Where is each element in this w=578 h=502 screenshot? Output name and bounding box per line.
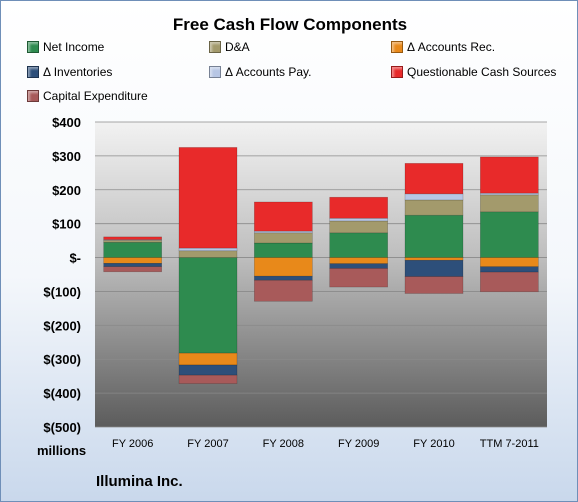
legend-swatch bbox=[391, 40, 403, 53]
stacked-bar-chart: $400 $300 $200 $100 $- $(100) $(200) $(300) $(40… bbox=[43, 115, 547, 450]
legend-item-questionable-cash: Questionable Cash Sources bbox=[391, 64, 556, 80]
legend-label: Δ Inventories bbox=[43, 64, 113, 79]
units-label: millions bbox=[37, 443, 87, 458]
bar-segment bbox=[480, 271, 539, 293]
company-label: Illumina Inc. bbox=[96, 473, 183, 490]
y-tick-label: $300 bbox=[52, 149, 81, 164]
bar-segment bbox=[329, 232, 388, 258]
legend-swatch bbox=[391, 65, 403, 78]
bar-segment bbox=[404, 163, 464, 195]
legend-item-net-income: Net Income bbox=[27, 39, 104, 55]
y-tick-label: $(300) bbox=[43, 352, 81, 367]
bar-segment bbox=[404, 259, 464, 277]
bar-segment bbox=[254, 279, 313, 302]
bar-segment bbox=[480, 266, 539, 273]
x-tick-label: FY 2006 bbox=[112, 438, 153, 450]
bar-segment bbox=[103, 239, 162, 243]
bar-segment bbox=[178, 352, 238, 366]
bar-segment bbox=[103, 239, 162, 241]
y-tick-label: $(100) bbox=[43, 284, 81, 299]
bar-segment bbox=[254, 257, 313, 277]
legend-item-capex: Capital Expenditure bbox=[27, 88, 148, 104]
bar-segment bbox=[329, 196, 388, 219]
y-tick-label: $400 bbox=[52, 115, 81, 130]
bar-segment bbox=[404, 193, 464, 201]
bar-segment bbox=[103, 263, 162, 268]
gridlines bbox=[95, 121, 547, 428]
bar-segment bbox=[404, 276, 464, 294]
legend-swatch bbox=[209, 65, 221, 78]
bar-segment bbox=[254, 242, 313, 258]
x-tick-label: TTM 7-2011 bbox=[480, 438, 539, 450]
bar-segment bbox=[178, 257, 238, 354]
legend-item-inventories: Δ Inventories bbox=[27, 64, 112, 80]
y-tick-label: $(500) bbox=[43, 420, 81, 435]
bar-segment bbox=[103, 242, 162, 258]
legend-item-da: D&A bbox=[209, 39, 250, 55]
legend-item-accounts-rec: Δ Accounts Rec. bbox=[391, 39, 495, 55]
bar-segment bbox=[480, 211, 539, 258]
y-tick-label: $100 bbox=[52, 217, 81, 232]
legend-label: Capital Expenditure bbox=[43, 88, 148, 103]
legend-label: Net Income bbox=[43, 39, 105, 54]
bar-segment bbox=[178, 374, 238, 384]
bar-segment bbox=[480, 156, 539, 194]
bar-segment bbox=[329, 268, 388, 288]
bar-segment bbox=[404, 257, 464, 261]
bar-segment bbox=[480, 257, 539, 268]
bar-segment bbox=[103, 236, 162, 240]
bar-segment bbox=[254, 232, 313, 244]
legend-swatch bbox=[27, 89, 39, 102]
x-tick-label: FY 2010 bbox=[413, 438, 454, 450]
legend-item-accounts-pay: Δ Accounts Pay. bbox=[209, 64, 312, 80]
legend-label: Δ Accounts Pay. bbox=[225, 64, 312, 79]
bar-segment bbox=[329, 263, 388, 269]
bar-segment bbox=[480, 194, 539, 213]
y-tick-label: $(200) bbox=[43, 318, 81, 333]
y-axis-ticks: $400 $300 $200 $100 $- $(100) $(200) $(300) $(40… bbox=[43, 115, 81, 435]
bar-segment bbox=[178, 247, 238, 252]
bar-segment bbox=[103, 266, 162, 273]
bar-segment bbox=[178, 250, 238, 258]
bar-segment bbox=[178, 147, 238, 249]
plot-area bbox=[95, 122, 547, 427]
legend-swatch bbox=[27, 65, 39, 78]
bars bbox=[103, 147, 539, 384]
bar-segment bbox=[329, 217, 388, 222]
y-tick-label: $(400) bbox=[43, 386, 81, 401]
bar-segment bbox=[254, 201, 313, 232]
y-tick-label: $200 bbox=[52, 183, 81, 198]
bar-segment bbox=[329, 220, 388, 234]
legend-label: D&A bbox=[225, 39, 250, 54]
bar-segment bbox=[254, 275, 313, 281]
legend-label: Questionable Cash Sources bbox=[407, 64, 557, 79]
bar-segment bbox=[178, 364, 238, 376]
legend-swatch bbox=[209, 40, 221, 53]
y-tick-label: $- bbox=[69, 251, 81, 266]
bar-segment bbox=[404, 199, 464, 216]
bar-segment bbox=[404, 214, 464, 258]
x-axis-ticks: FY 2006 FY 2007 FY 2008 FY 2009 FY 2010 TTM 7… bbox=[112, 438, 539, 450]
bar-segment bbox=[103, 257, 162, 264]
bar-segment bbox=[480, 192, 539, 196]
x-tick-label: FY 2007 bbox=[187, 438, 228, 450]
x-tick-label: FY 2008 bbox=[263, 438, 304, 450]
legend-swatch bbox=[27, 40, 39, 53]
chart-title: Free Cash Flow Components bbox=[172, 15, 408, 34]
bar-segment bbox=[329, 257, 388, 264]
legend-label: Δ Accounts Rec. bbox=[407, 39, 496, 54]
x-tick-label: FY 2009 bbox=[338, 438, 379, 450]
